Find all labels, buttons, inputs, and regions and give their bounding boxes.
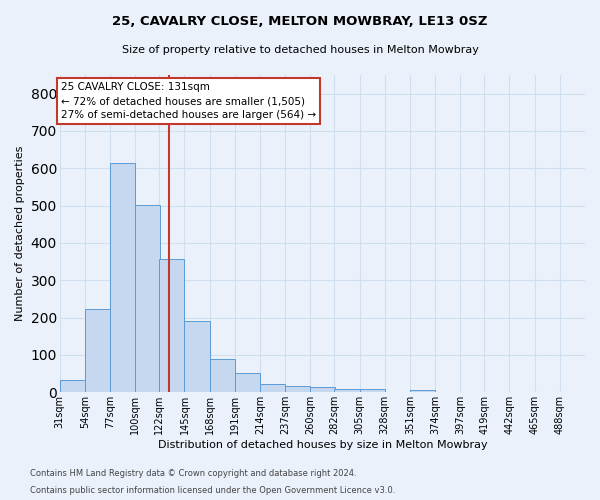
Bar bbox=[159, 259, 184, 392]
X-axis label: Distribution of detached houses by size in Melton Mowbray: Distribution of detached houses by size … bbox=[158, 440, 487, 450]
Bar bbox=[60, 380, 85, 392]
Text: 25 CAVALRY CLOSE: 131sqm
← 72% of detached houses are smaller (1,505)
27% of sem: 25 CAVALRY CLOSE: 131sqm ← 72% of detach… bbox=[61, 82, 316, 120]
Text: Size of property relative to detached houses in Melton Mowbray: Size of property relative to detached ho… bbox=[122, 45, 478, 55]
Bar bbox=[135, 206, 160, 392]
Bar bbox=[285, 386, 310, 392]
Bar bbox=[334, 390, 359, 392]
Text: Contains HM Land Registry data © Crown copyright and database right 2024.: Contains HM Land Registry data © Crown c… bbox=[30, 468, 356, 477]
Bar bbox=[359, 390, 385, 392]
Bar bbox=[260, 384, 285, 392]
Bar bbox=[310, 386, 335, 392]
Bar bbox=[110, 163, 135, 392]
Text: 25, CAVALRY CLOSE, MELTON MOWBRAY, LE13 0SZ: 25, CAVALRY CLOSE, MELTON MOWBRAY, LE13 … bbox=[112, 15, 488, 28]
Text: Contains public sector information licensed under the Open Government Licence v3: Contains public sector information licen… bbox=[30, 486, 395, 495]
Bar bbox=[235, 374, 260, 392]
Y-axis label: Number of detached properties: Number of detached properties bbox=[15, 146, 25, 322]
Bar bbox=[184, 322, 209, 392]
Bar bbox=[410, 390, 435, 392]
Bar bbox=[209, 360, 235, 392]
Bar bbox=[85, 310, 110, 392]
